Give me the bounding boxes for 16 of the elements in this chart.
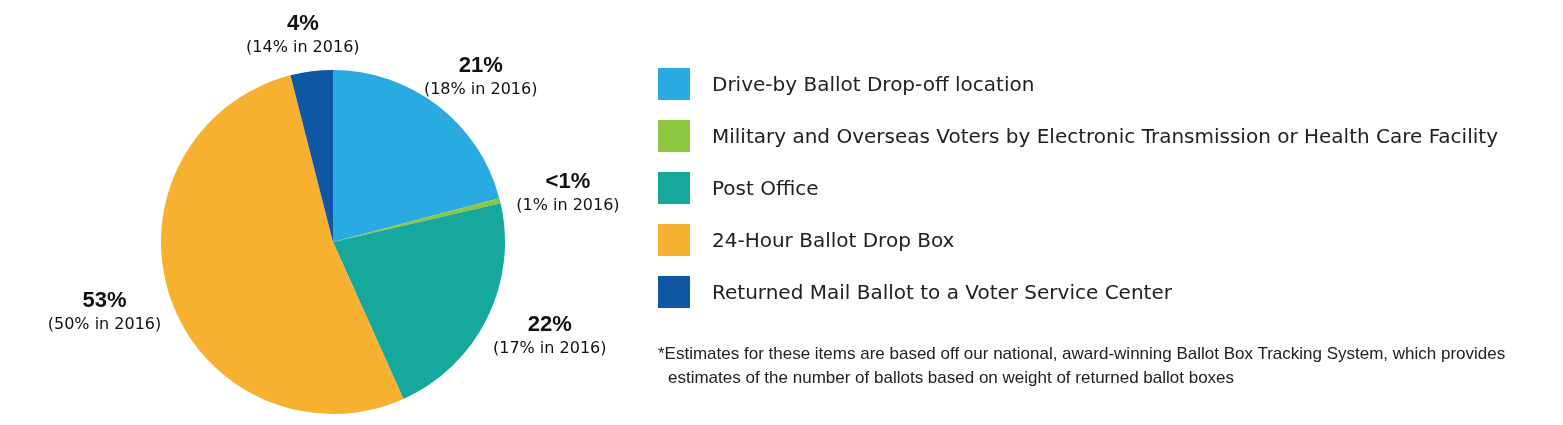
text: (14% in 2016) — [246, 36, 360, 56]
data-label: 22% — [527, 311, 572, 337]
legend-label: 24-Hour Ballot Drop Box — [712, 228, 955, 252]
data-label: 21% — [458, 51, 503, 77]
data-label: <1% — [545, 167, 591, 193]
text: (17% in 2016) — [492, 338, 607, 358]
legend-label: Military and Overseas Voters by Electronic Transmission or Health Care Facility — [712, 124, 1498, 148]
text: (18% in 2016) — [423, 78, 538, 98]
text: (1% in 2016) — [516, 194, 620, 214]
legend-label: Drive-by Ballot Drop-off location — [712, 72, 1035, 96]
legend-label: Post Office — [712, 176, 819, 200]
data-label: 53% — [82, 287, 127, 313]
text: *Estimates for these items are based off our national, award-winning Ballot Box Tracking System, which provides estimates of the number of ballots based on weight of returned ballot boxes — [658, 343, 1507, 389]
text: (50% in 2016) — [47, 314, 162, 334]
legend-label: Returned Mail Ballot to a Voter Service Center — [712, 280, 1172, 304]
data-label: 4% — [286, 9, 319, 35]
